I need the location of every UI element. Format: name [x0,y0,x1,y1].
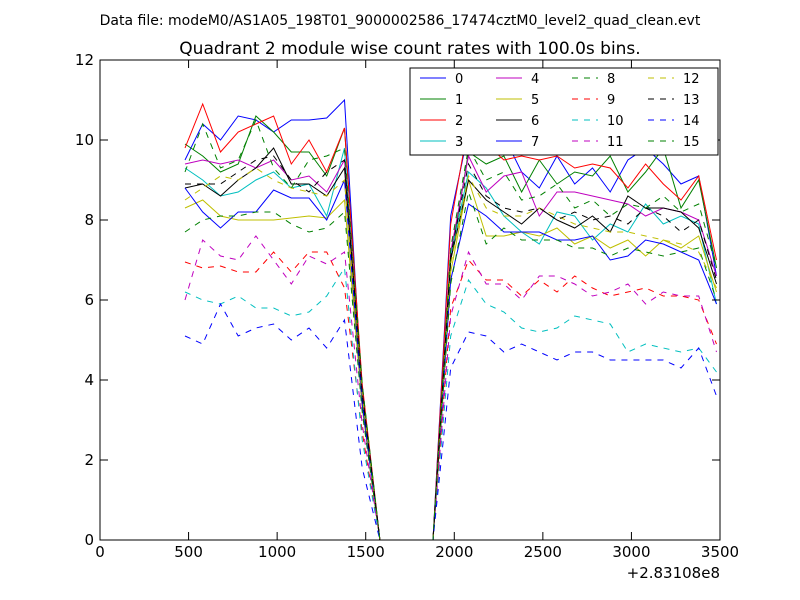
plot-area [184,98,717,540]
series-line-3 [184,147,717,540]
legend-label-4: 4 [531,72,539,87]
chart-title: Quadrant 2 module wise count rates with … [179,39,640,59]
legend-label-13: 13 [683,93,700,108]
y-tick-label-8: 8 [84,211,94,229]
legend-label-8: 8 [607,72,615,87]
series-line-8 [184,190,717,540]
y-tick-label-2: 2 [84,451,94,469]
series-line-10 [184,266,717,540]
legend-label-9: 9 [607,93,615,108]
x-tick-label-0: 0 [95,543,105,561]
legend-label-14: 14 [683,114,700,129]
series-line-6 [184,147,717,540]
x-tick-label-2500: 2500 [524,543,562,561]
series-line-13 [185,155,717,540]
y-tick-label-10: 10 [75,131,94,149]
series-line-15 [184,118,717,540]
legend-label-11: 11 [607,135,624,150]
legend-label-12: 12 [683,72,700,87]
series-line-1 [184,115,717,540]
legend-label-3: 3 [455,135,463,150]
x-tick-label-2000: 2000 [435,543,473,561]
series-line-9 [184,251,717,540]
x-offset-label: +2.83108e8 [627,564,720,582]
legend-box [409,67,719,156]
y-tick-label-6: 6 [84,291,94,309]
x-tick-label-500: 500 [174,543,203,561]
y-tick-label-4: 4 [84,371,94,389]
data-file-label: Data file: modeM0/AS1A05_198T01_90000025… [100,13,701,29]
series-line-11 [184,235,717,540]
legend-label-6: 6 [531,114,539,129]
series-line-7 [184,179,717,540]
legend-label-2: 2 [455,114,463,129]
series-line-14 [184,302,717,540]
series-line-5 [184,179,717,540]
series-line-2 [184,102,717,540]
legend-label-7: 7 [531,135,539,150]
legend-label-10: 10 [607,114,624,129]
legend-label-5: 5 [531,93,539,108]
y-tick-label-0: 0 [84,531,94,549]
x-tick-label-1500: 1500 [347,543,385,561]
legend-label-0: 0 [455,72,463,87]
x-tick-label-3500: 3500 [701,543,739,561]
x-tick-label-1000: 1000 [258,543,296,561]
legend-label-15: 15 [683,135,700,150]
legend-label-1: 1 [455,93,463,108]
y-tick-label-12: 12 [75,51,94,69]
x-tick-label-3000: 3000 [612,543,650,561]
